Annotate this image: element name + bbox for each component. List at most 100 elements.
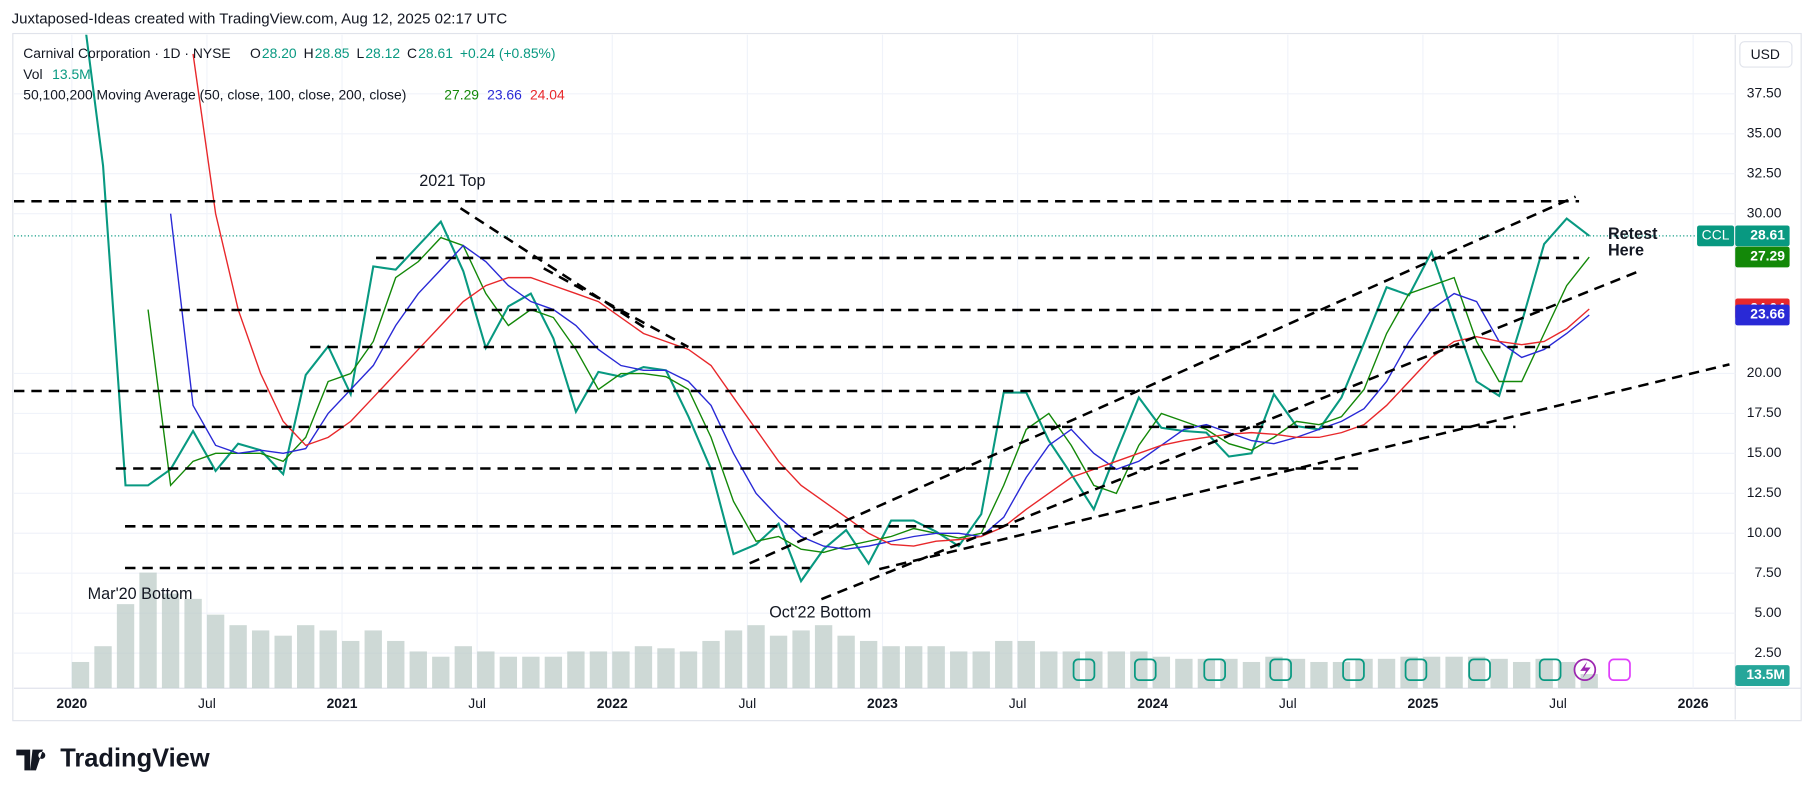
volume-bar (972, 651, 990, 689)
currency-button[interactable] (1739, 41, 1793, 68)
x-tick-label: 2021 (327, 695, 358, 711)
y-tick-label: 10.00 (1747, 524, 1782, 540)
volume-bar (747, 625, 765, 689)
logo: TradingView (16, 745, 210, 773)
volume-bar (1220, 658, 1238, 689)
volume-bar (229, 625, 247, 689)
price-tag-label: 28.61 (1750, 227, 1785, 243)
volume-bar (1490, 658, 1508, 689)
x-tick-label: Jul (1009, 695, 1027, 711)
volume-bar (837, 635, 855, 689)
volume-bar (995, 640, 1013, 689)
moving-average (169, 213, 1590, 550)
price-tag-label: 23.66 (1750, 306, 1785, 322)
volume (71, 572, 1598, 689)
grid: 2.50 5.00 7.50 10.00 12.50 15.00 17.50 20.00 30.… (13, 34, 1782, 711)
volume-bar (1130, 651, 1148, 689)
volume-bar (342, 640, 360, 689)
volume-bar (1558, 661, 1576, 689)
volume-bar (589, 651, 608, 689)
volume-bar (1445, 656, 1463, 689)
volume-bar (1580, 674, 1598, 689)
price-tag (1735, 225, 1790, 247)
volume-bar (522, 656, 540, 689)
y-tick-label: 30.00 (1747, 204, 1782, 220)
y-tick-label: 20.00 (1747, 364, 1782, 380)
volume-bar (1535, 658, 1553, 689)
ohlc-label: C (407, 45, 417, 61)
volume-bar (1287, 658, 1306, 689)
currency[interactable]: USD (1751, 46, 1780, 62)
frame (12, 32, 1802, 722)
volume-bar (679, 651, 698, 689)
price-tag (1735, 304, 1790, 326)
volume-bar (251, 630, 270, 689)
volume-bar (432, 656, 450, 689)
volume-bar (297, 625, 315, 689)
volume-bar (724, 630, 743, 689)
y-tick-label: 12.50 (1747, 484, 1782, 500)
y-tick-label: 17.50 (1747, 404, 1782, 420)
volume-bar (882, 646, 900, 689)
volume-bar (94, 646, 112, 689)
ticker-tag (1697, 225, 1735, 247)
price-tag (1735, 665, 1790, 686)
drawings (13, 195, 1730, 601)
volume-bar (1400, 656, 1418, 689)
volume-bar (634, 646, 653, 689)
earnings-icons (1072, 658, 1631, 682)
volume-bar (1017, 640, 1035, 689)
volume-bar (1062, 651, 1080, 689)
volume-bar (859, 640, 878, 689)
ma-value: 23.66 (487, 87, 522, 103)
volume-bar (1310, 661, 1328, 689)
ticker-label: CCL (1702, 227, 1730, 243)
volume-bar (1332, 661, 1351, 689)
ma-value: 27.29 (444, 87, 479, 103)
x-tick-label: 2024 (1137, 695, 1168, 711)
volume-bar (1152, 656, 1171, 689)
x-tick-label: 2023 (867, 695, 898, 711)
volume-bar (1265, 656, 1283, 689)
symbol: Carnival Corporation · 1D · NYSE (23, 45, 230, 61)
credit: Juxtaposed-Ideas created with TradingVie… (12, 11, 508, 28)
x-tick-label: 2022 (597, 695, 628, 711)
volume-bar (792, 630, 810, 689)
ohlc-value: 28.20 (262, 45, 297, 61)
y-tick-label: 5.00 (1754, 604, 1781, 620)
volume-bar (814, 625, 833, 689)
price-tag-label: 27.29 (1750, 248, 1785, 264)
y-tick-label: 32.50 (1747, 164, 1782, 180)
volume-bar (1197, 658, 1216, 689)
ohlc-value: 28.85 (315, 45, 350, 61)
moving-average (147, 236, 1590, 554)
ohlc-label: H (304, 45, 314, 61)
ma-values: 27.29 23.66 24.04 (444, 87, 565, 103)
volume-bar (702, 640, 720, 689)
volume-bar (1377, 658, 1396, 689)
ohlc: O 28.20 H 28.85 L 28.12 C 28.61 +0.24 (+0.85%) (250, 45, 556, 61)
vol-value: 13.5M (52, 66, 91, 82)
volume-bar (184, 598, 202, 689)
y-tick-label: 35.00 (1747, 124, 1782, 140)
lines (85, 34, 1590, 584)
ohlc-value: 28.12 (365, 45, 400, 61)
ma-value: 24.04 (530, 87, 565, 103)
volume-bar (567, 651, 585, 689)
price-tag-label: 13.5M (1746, 666, 1785, 682)
volume-bar (364, 630, 382, 689)
volume-bar (1107, 651, 1126, 689)
volume-bar (612, 651, 630, 689)
x-tick-label: 2026 (1678, 695, 1709, 711)
volume-bar (904, 646, 923, 689)
y-tick-label: 7.50 (1754, 564, 1781, 580)
volume-bar (161, 593, 180, 689)
volume-bar (499, 656, 518, 689)
x-tick-label: Jul (738, 695, 756, 711)
volume-bar (71, 661, 90, 689)
x-tick-label: Jul (468, 695, 486, 711)
volume-bar (387, 640, 405, 689)
x-tick-label: 2025 (1407, 695, 1438, 711)
volume-bar (769, 635, 788, 689)
